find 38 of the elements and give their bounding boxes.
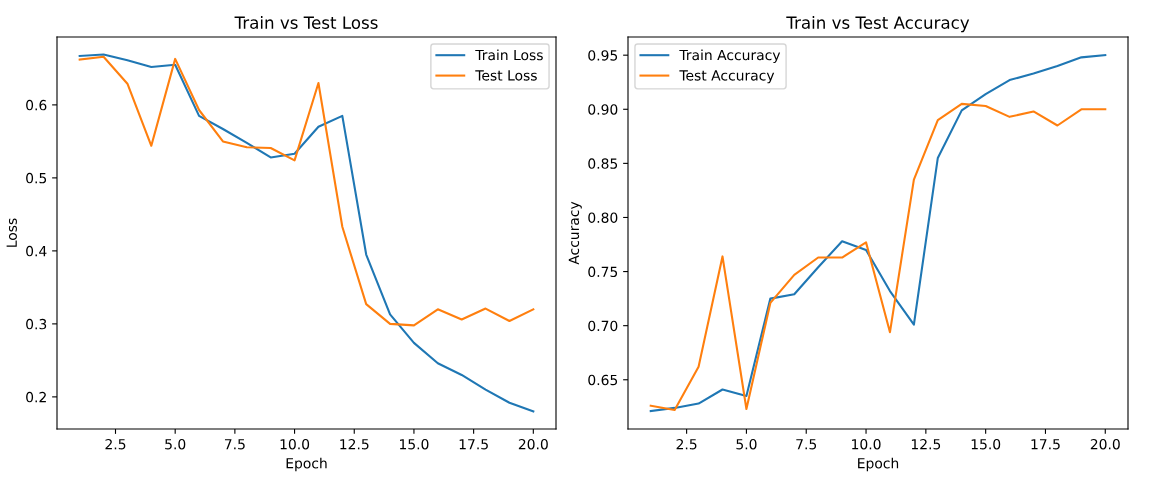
x-tick-label: 7.5	[224, 439, 245, 450]
legend-label: Test Loss	[475, 70, 537, 81]
y-axis-title: Accuracy	[568, 201, 582, 265]
y-tick-label: 0.4	[26, 245, 47, 257]
x-tick-label: 20.0	[1090, 438, 1120, 450]
legend-label: Train Accuracy	[679, 49, 781, 63]
x-tick-label: 2.5	[105, 438, 126, 450]
x-tick-label: 20.0	[518, 438, 548, 450]
y-tick-label: 0.6	[26, 99, 47, 111]
x-tick-label: 12.5	[340, 438, 369, 450]
x-tick-label: 2.5	[676, 438, 697, 450]
y-tick-label: 0.3	[26, 318, 47, 330]
y-tick-label: 0.95	[588, 50, 618, 61]
x-tick-label: 5.0	[736, 438, 757, 450]
y-tick-label: 0.65	[588, 374, 618, 386]
x-tick-label: 7.5	[796, 439, 817, 450]
x-tick-label: 15.0	[400, 438, 429, 450]
x-tick-label: 15.0	[971, 438, 1001, 450]
y-tick-label: 0.80	[588, 212, 618, 223]
y-tick-label: 0.5	[26, 172, 47, 184]
chart-title: Train vs Test Accuracy	[786, 16, 970, 33]
y-axis-title: Loss	[6, 218, 17, 247]
legend-label: Train Loss	[475, 49, 543, 61]
y-tick-label: 0.75	[588, 266, 618, 278]
y-tick-label: 0.90	[588, 104, 618, 115]
x-tick-label: 10.0	[280, 438, 310, 450]
y-tick-label: 0.70	[588, 320, 618, 332]
chart-title: Train vs Test Loss	[234, 16, 378, 29]
x-axis-title: Epoch	[858, 457, 899, 472]
x-tick-label: 17.5	[459, 439, 488, 450]
y-tick-label: 0.85	[588, 158, 618, 169]
x-tick-label: 5.0	[165, 438, 186, 450]
x-tick-label: 12.5	[911, 438, 941, 450]
x-tick-label: 17.5	[1031, 439, 1060, 450]
legend-label: Test Accuracy	[679, 70, 775, 84]
y-tick-label: 0.2	[26, 391, 46, 403]
x-axis-title: Epoch	[286, 457, 327, 472]
x-tick-label: 10.0	[852, 438, 881, 450]
